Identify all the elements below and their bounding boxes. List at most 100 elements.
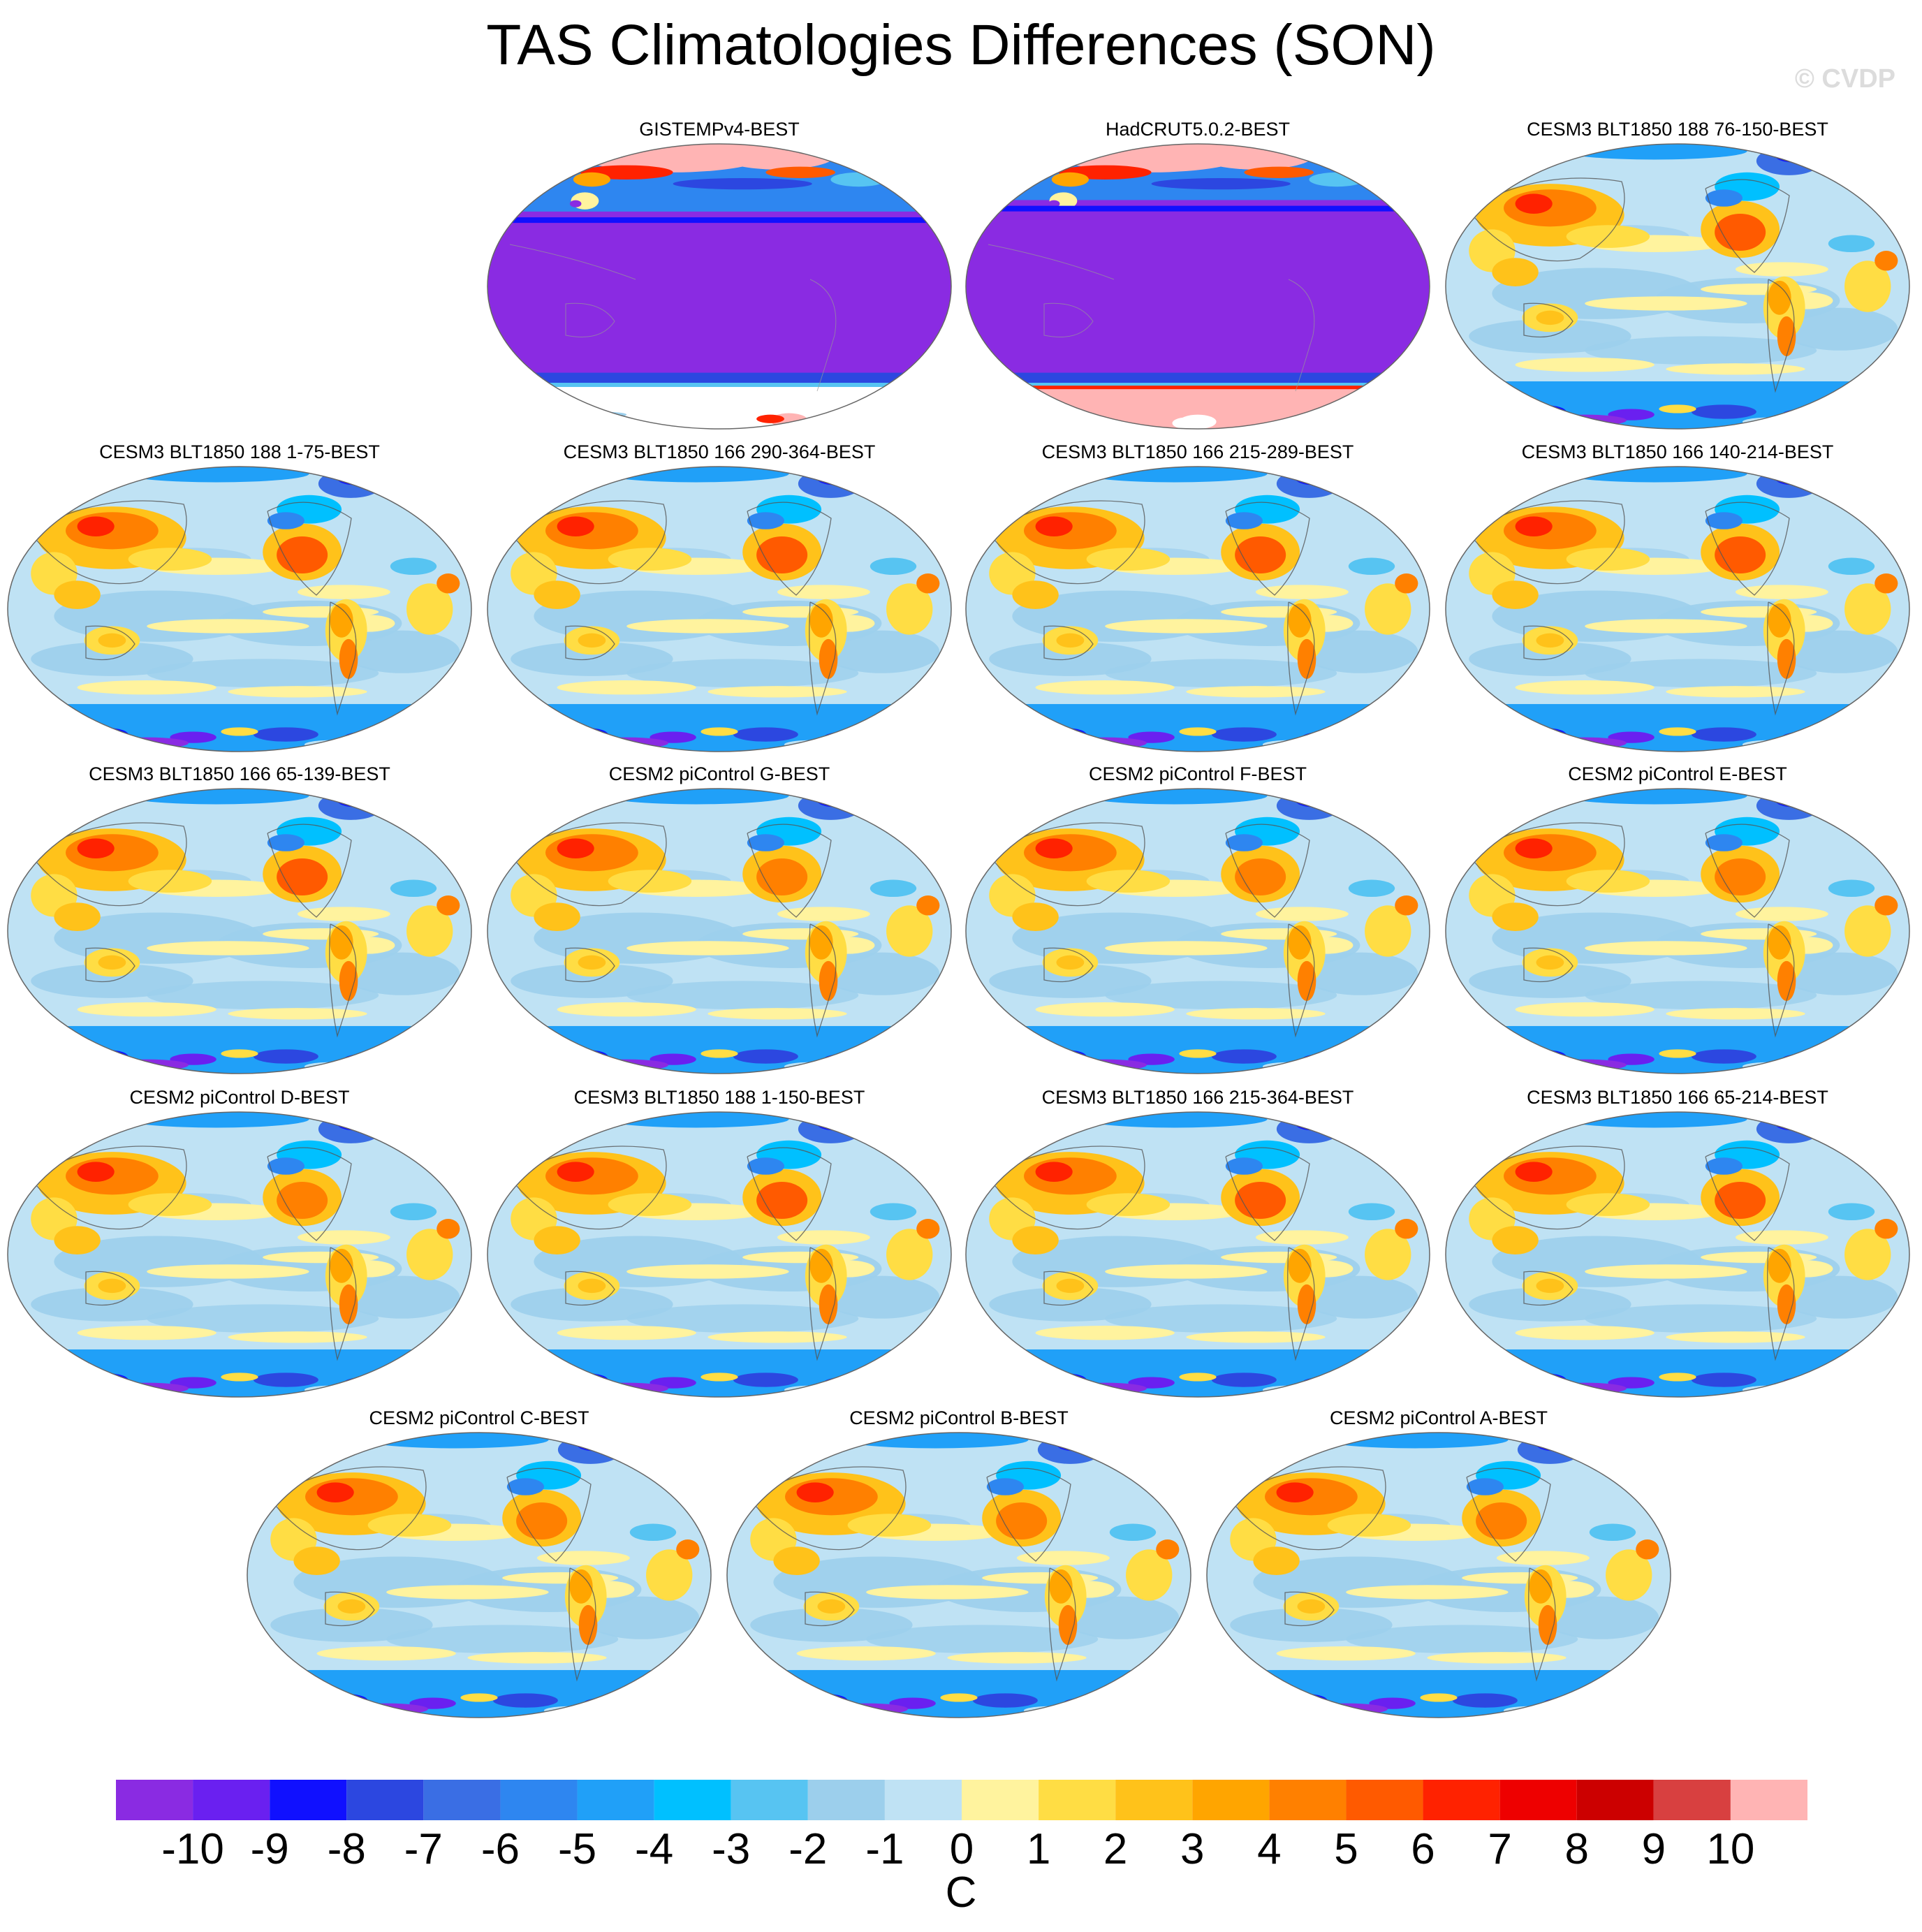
map-panel-title: CESM2 piControl C-BEST — [369, 1407, 589, 1428]
colorbar-swatch — [1423, 1780, 1500, 1820]
map-panel: CESM2 piControl G-BEST — [482, 763, 957, 1092]
colorbar-units: C — [945, 1868, 977, 1917]
map-panel: CESM3 BLT1850 166 140-214-BEST — [1440, 441, 1915, 770]
colorbar-tick-label: 6 — [1411, 1825, 1435, 1873]
world-map — [487, 143, 952, 430]
world-map — [7, 1111, 472, 1398]
colorbar-tick-label: 7 — [1488, 1825, 1512, 1873]
map-panel: CESM3 BLT1850 188 1-75-BEST — [2, 441, 477, 770]
map-panel-title: CESM3 BLT1850 188 1-75-BEST — [99, 441, 380, 462]
colorbar-swatch — [423, 1780, 501, 1820]
colorbar-tick-label: 5 — [1334, 1825, 1358, 1873]
map-panel-title: CESM2 piControl E-BEST — [1568, 763, 1787, 784]
map-panel-title: CESM2 piControl F-BEST — [1088, 763, 1307, 784]
map-panel: CESM2 piControl F-BEST — [960, 763, 1435, 1092]
figure-title: TAS Climatologies Differences (SON) — [486, 13, 1436, 77]
colorbar-swatch — [1039, 1780, 1116, 1820]
colorbar-tick-label: -10 — [161, 1825, 224, 1873]
world-map — [487, 788, 952, 1074]
map-panel-title: CESM2 piControl B-BEST — [849, 1407, 1069, 1428]
colorbar-swatch — [654, 1780, 731, 1820]
colorbar-tick-label: 3 — [1180, 1825, 1205, 1873]
map-panel: CESM3 BLT1850 166 290-364-BEST — [482, 441, 957, 770]
colorbar-tick-label: -4 — [635, 1825, 674, 1873]
map-panel-title: CESM2 piControl D-BEST — [129, 1087, 350, 1108]
colorbar-swatch — [270, 1780, 347, 1820]
colorbar-tick-label: -1 — [865, 1825, 904, 1873]
world-map — [1445, 143, 1910, 430]
world-map — [487, 466, 952, 752]
colorbar-tick-label: 1 — [1026, 1825, 1051, 1873]
map-panel: HadCRUT5.0.2-BEST — [960, 119, 1435, 447]
colorbar-swatch — [500, 1780, 578, 1820]
colorbar-tick-label: 10 — [1706, 1825, 1755, 1873]
map-panel-title: CESM3 BLT1850 166 65-214-BEST — [1527, 1087, 1828, 1108]
colorbar-tick-label: -6 — [480, 1825, 520, 1873]
world-map — [965, 466, 1430, 752]
map-panel: CESM2 piControl E-BEST — [1440, 763, 1915, 1092]
world-map — [726, 1432, 1191, 1718]
colorbar-swatch — [116, 1780, 193, 1820]
colorbar-tick-label: -5 — [557, 1825, 597, 1873]
map-panel-title: GISTEMPv4-BEST — [639, 119, 800, 140]
world-map — [965, 143, 1430, 430]
map-panel-title: CESM3 BLT1850 188 1-150-BEST — [573, 1087, 865, 1108]
colorbar-swatch — [962, 1780, 1039, 1820]
map-panel-title: CESM2 piControl G-BEST — [608, 763, 830, 784]
colorbar-swatch — [1346, 1780, 1423, 1820]
map-panel: CESM3 BLT1850 188 76-150-BEST — [1440, 119, 1915, 447]
colorbar-tick-label: 2 — [1103, 1825, 1128, 1873]
map-panel: CESM2 piControl D-BEST — [2, 1087, 477, 1415]
world-map — [7, 788, 472, 1074]
world-map — [965, 788, 1430, 1074]
colorbar-tick-label: 8 — [1564, 1825, 1589, 1873]
world-map — [247, 1432, 712, 1718]
map-panel: CESM3 BLT1850 166 215-364-BEST — [960, 1087, 1435, 1415]
colorbar-tick-label: -3 — [712, 1825, 751, 1873]
colorbar-swatch — [346, 1780, 424, 1820]
colorbar-tick-label: 9 — [1641, 1825, 1666, 1873]
map-panel-title: CESM3 BLT1850 188 76-150-BEST — [1527, 119, 1828, 140]
colorbar-swatch — [1653, 1780, 1731, 1820]
map-panel: CESM3 BLT1850 166 65-139-BEST — [2, 763, 477, 1092]
colorbar-swatch — [1269, 1780, 1347, 1820]
map-panel-title: HadCRUT5.0.2-BEST — [1105, 119, 1291, 140]
colorbar — [116, 1780, 1807, 1820]
map-panel: CESM3 BLT1850 166 65-214-BEST — [1440, 1087, 1915, 1415]
map-panel: CESM3 BLT1850 188 1-150-BEST — [482, 1087, 957, 1415]
world-map — [1445, 788, 1910, 1074]
colorbar-swatch — [1576, 1780, 1654, 1820]
map-panel: CESM2 piControl A-BEST — [1201, 1407, 1676, 1736]
map-panel-title: CESM3 BLT1850 166 215-289-BEST — [1041, 441, 1354, 462]
world-map — [1445, 466, 1910, 752]
map-panel: CESM3 BLT1850 166 215-289-BEST — [960, 441, 1435, 770]
colorbar-swatch — [1499, 1780, 1577, 1820]
colorbar-swatch — [1730, 1780, 1807, 1820]
colorbar-swatch — [1115, 1780, 1193, 1820]
colorbar-tick-label: -9 — [250, 1825, 289, 1873]
map-panel-title: CESM2 piControl A-BEST — [1329, 1407, 1548, 1428]
world-map — [487, 1111, 952, 1398]
map-panel-title: CESM3 BLT1850 166 290-364-BEST — [563, 441, 876, 462]
world-map — [965, 1111, 1430, 1398]
colorbar-swatch — [884, 1780, 962, 1820]
cvdp-watermark: © CVDP — [1794, 64, 1895, 94]
world-map — [7, 466, 472, 752]
map-panel-title: CESM3 BLT1850 166 140-214-BEST — [1521, 441, 1834, 462]
world-map — [1445, 1111, 1910, 1398]
colorbar-tick-label: 0 — [949, 1825, 974, 1873]
colorbar-tick-label: -7 — [404, 1825, 443, 1873]
map-panel-title: CESM3 BLT1850 166 215-364-BEST — [1041, 1087, 1354, 1108]
colorbar-tick-label: -2 — [788, 1825, 828, 1873]
colorbar-swatch — [577, 1780, 654, 1820]
world-map — [1206, 1432, 1671, 1718]
colorbar-tick-label: 4 — [1257, 1825, 1282, 1873]
map-panel: CESM2 piControl B-BEST — [721, 1407, 1196, 1736]
colorbar-tick-label: -8 — [327, 1825, 366, 1873]
map-panel: GISTEMPv4-BEST — [482, 119, 957, 447]
colorbar-swatch — [807, 1780, 885, 1820]
colorbar-swatch — [731, 1780, 808, 1820]
colorbar-swatch — [1192, 1780, 1270, 1820]
colorbar-swatch — [193, 1780, 270, 1820]
map-panel: CESM2 piControl C-BEST — [242, 1407, 717, 1736]
